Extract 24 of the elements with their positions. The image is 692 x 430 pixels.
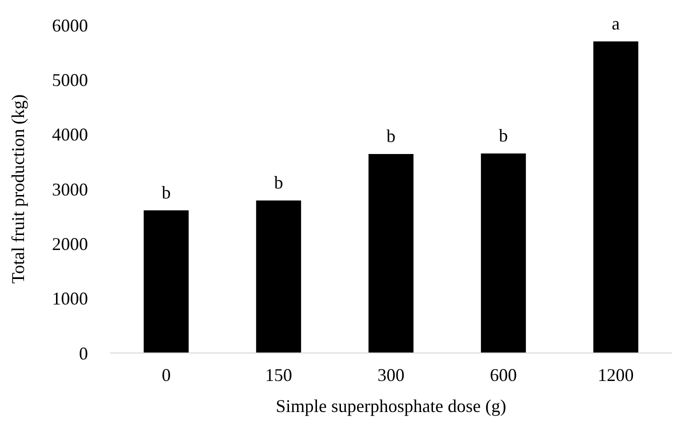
y-tick-label: 1000 — [52, 288, 88, 309]
y-tick-label: 4000 — [52, 124, 88, 145]
annotation: a — [612, 13, 620, 34]
x-tick-label: 1200 — [598, 365, 634, 385]
x-tick-label: 600 — [490, 365, 517, 385]
x-tick-label: 150 — [265, 365, 292, 385]
bar — [256, 200, 302, 353]
annotation: b — [498, 125, 508, 146]
annotation: b — [162, 182, 171, 202]
y-tick-label: 6000 — [52, 15, 88, 36]
y-tick-label: 5000 — [52, 70, 88, 90]
bar — [144, 210, 189, 353]
bar — [480, 153, 526, 353]
bar — [593, 41, 638, 353]
x-tick-label: 300 — [378, 365, 404, 385]
y-tick-label: 3000 — [52, 179, 88, 200]
bar — [368, 154, 414, 353]
y-tick-label: 0 — [79, 343, 88, 364]
x-tick-label: 0 — [162, 365, 171, 385]
y-tick-label: 2000 — [52, 234, 88, 254]
annotation: b — [274, 172, 284, 192]
annotation: b — [386, 126, 396, 146]
x-axis-title: Simple superphosphate dose (g) — [276, 396, 506, 416]
y-axis-title: Total fruit production (kg) — [8, 94, 28, 284]
